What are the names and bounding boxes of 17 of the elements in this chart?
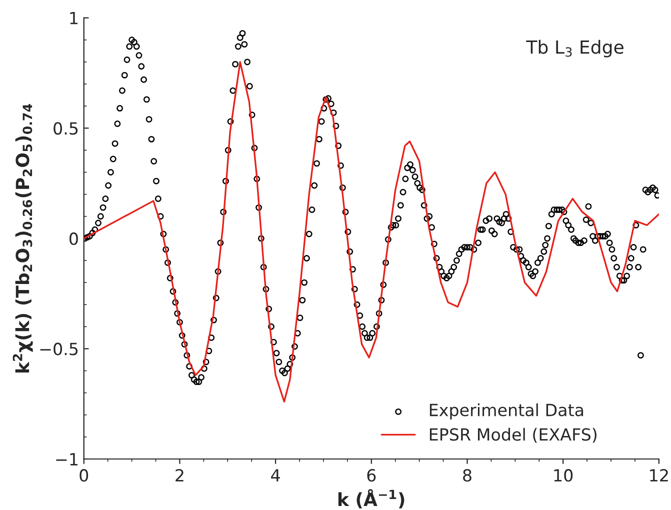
x-tick-label: 10 (554, 469, 573, 482)
y-tick-label: 0.5 (54, 122, 78, 135)
x-tick-label: 12 (650, 469, 668, 482)
x-tick-label: 6 (367, 469, 376, 482)
y-tick-label: 1 (70, 12, 78, 24)
x-tick-label: 2 (176, 469, 184, 482)
legend-label: EPSR Model (EXAFS) (430, 428, 596, 443)
text: k$^{2}$χ(k) (Tb$_{2}$O$_{3}$)$_{0.26}$(P$_{2}$O$_{5}$)$_{0.74}$ (12, 104, 33, 373)
x-tick-label: 8 (463, 469, 472, 482)
y-tick-label: 0 (70, 232, 78, 245)
y-tick-label: −1 (56, 453, 78, 466)
legend-label: Experimental Data (430, 403, 584, 420)
x-axis-title: k (Å$^{−1}$) (338, 489, 404, 508)
x-tick-label: 4 (271, 469, 280, 482)
annotation: Tb L$_{3}$ Edge (526, 40, 624, 58)
x-tick-label: 0 (80, 469, 88, 482)
y-tick-label: −0.5 (40, 342, 78, 356)
